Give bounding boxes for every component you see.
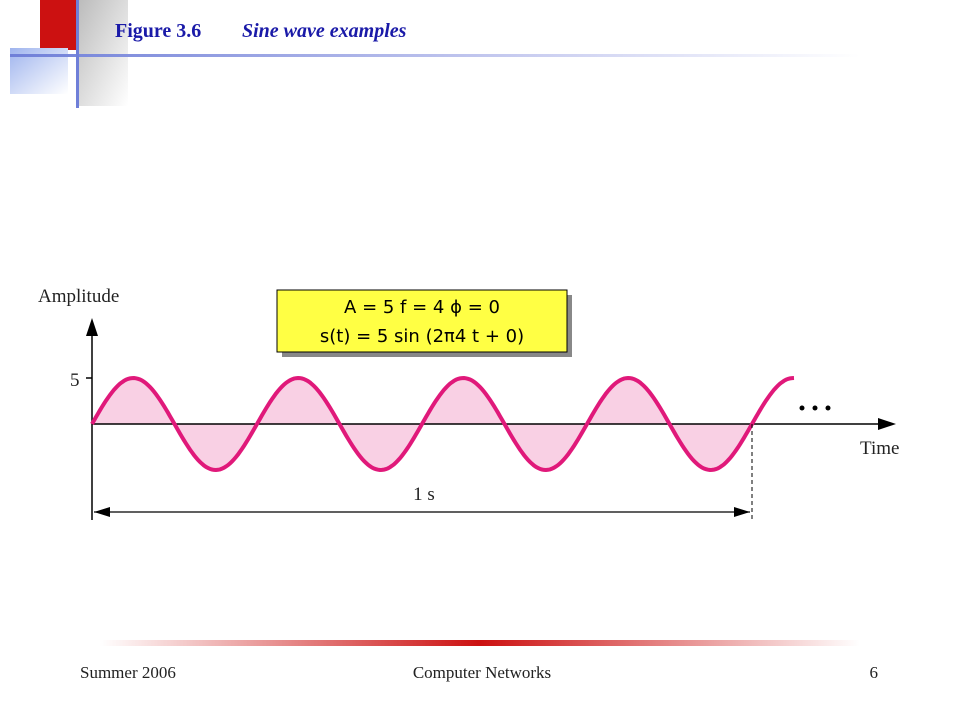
header-vline bbox=[76, 0, 79, 108]
y-axis-label: Amplitude bbox=[38, 286, 119, 307]
formula-box bbox=[276, 289, 568, 353]
sine-diagram: A = 5 f = 4 ϕ = 0 s(t) = 5 sin (2π4 t + … bbox=[38, 286, 899, 520]
sine-wave bbox=[90, 375, 795, 473]
ellipsis-dot bbox=[825, 405, 831, 411]
footer-right: 6 bbox=[870, 663, 879, 682]
duration-label: 1 s bbox=[413, 484, 435, 505]
footer-rule bbox=[100, 640, 860, 646]
ellipsis-dot bbox=[812, 405, 818, 411]
decor-gray bbox=[78, 0, 128, 106]
footer-center: Computer Networks bbox=[413, 663, 551, 682]
ellipsis-dot bbox=[799, 405, 805, 411]
box-line1: A = 5 f = 4 ϕ = 0 bbox=[344, 297, 500, 318]
header-rule bbox=[10, 54, 860, 57]
x-axis-label: Time bbox=[860, 438, 899, 459]
figure-caption: Sine wave examples bbox=[242, 20, 407, 42]
figure-label: Figure 3.6 bbox=[115, 20, 201, 42]
y-arrow bbox=[86, 318, 98, 336]
amplitude-label: 5 bbox=[70, 370, 80, 391]
footer-left: Summer 2006 bbox=[80, 663, 176, 682]
decor-red bbox=[40, 0, 78, 50]
x-arrow bbox=[878, 418, 896, 430]
box-line2: s(t) = 5 sin (2π4 t + 0) bbox=[320, 326, 524, 347]
